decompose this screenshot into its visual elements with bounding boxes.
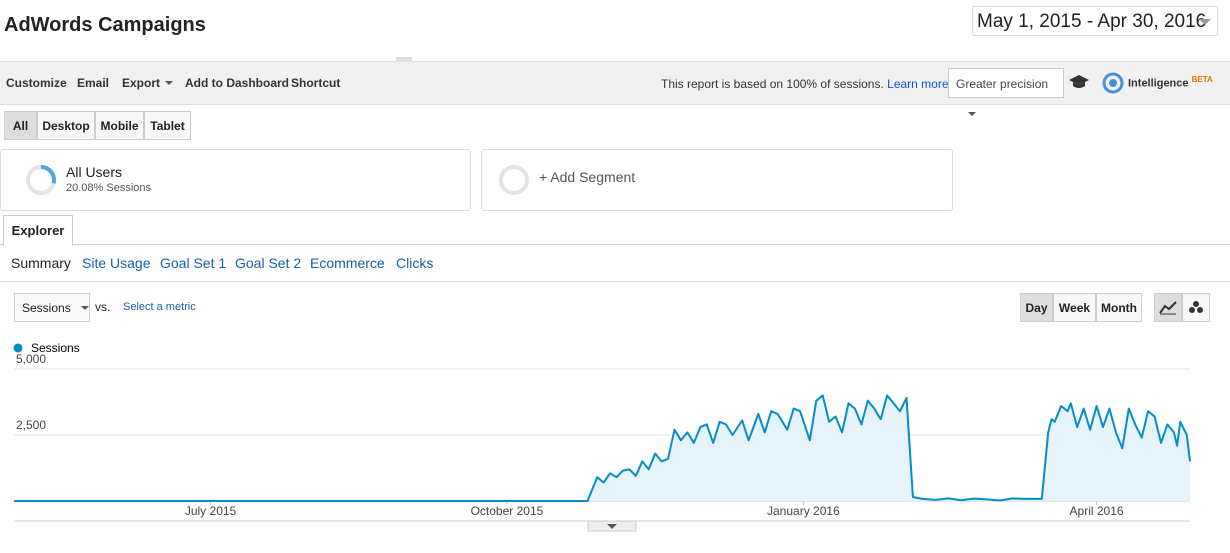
x-tick-label: October 2015 xyxy=(471,504,544,518)
explorer-tab[interactable]: Explorer xyxy=(3,215,73,246)
segment-donut xyxy=(499,165,529,195)
metric-select[interactable]: Sessions xyxy=(14,293,90,322)
rule xyxy=(0,281,1230,282)
motion-chart-toggle[interactable] xyxy=(1182,293,1210,322)
precision-label: Greater precision xyxy=(956,77,1049,91)
device-tab[interactable]: All xyxy=(4,111,37,140)
sub-tab[interactable]: Goal Set 1 xyxy=(160,255,227,271)
date-range[interactable]: May 1, 2015 - Apr 30, 2016 xyxy=(972,6,1218,36)
x-tick-label: July 2015 xyxy=(185,504,237,518)
toolbar-item[interactable]: Export xyxy=(122,76,174,90)
legend-swatch xyxy=(13,343,23,353)
y-tick-label: 2,500 xyxy=(16,418,46,432)
series-area xyxy=(14,395,1190,501)
report-title: AdWords Campaigns xyxy=(4,14,206,36)
toolbar-item[interactable]: Add to Dashboard xyxy=(185,76,289,90)
legend-label: Sessions xyxy=(31,341,80,355)
line-chart-toggle[interactable] xyxy=(1154,293,1182,322)
select-metric[interactable]: Select a metric xyxy=(123,301,196,313)
toolbar-item[interactable]: Export xyxy=(122,76,161,90)
sub-tab[interactable]: Goal Set 2 xyxy=(235,255,302,271)
sub-tab[interactable]: Site Usage xyxy=(82,255,151,271)
segment-name: All Users xyxy=(66,164,123,180)
sampling-note: This report is based on 100% of sessions… xyxy=(661,77,949,91)
sub-tab[interactable]: Ecommerce xyxy=(310,255,385,271)
learn-more[interactable]: Learn more xyxy=(887,77,949,91)
intelligence-label[interactable]: Intelligence xyxy=(1128,77,1189,90)
toolbar-item[interactable]: Shortcut xyxy=(291,76,341,90)
device-tab[interactable]: Tablet xyxy=(144,111,191,140)
sub-tab[interactable]: Summary xyxy=(11,255,71,271)
chart: Sessions 2,500 5,000 July 2015 October 2015 J… xyxy=(13,341,1191,532)
x-tick-label: April 2016 xyxy=(1070,504,1124,518)
sampling-note-text: This report is based on 100% of sessions… xyxy=(661,77,884,91)
add-segment[interactable]: + Add Segment xyxy=(539,169,636,185)
precision-select[interactable]: Greater precision xyxy=(948,68,1064,116)
sub-tab[interactable]: Clicks xyxy=(396,255,434,271)
granularity-button[interactable]: Month xyxy=(1096,293,1142,322)
x-tick-label: January 2016 xyxy=(767,504,840,518)
metric-label: Sessions xyxy=(22,301,71,315)
segment-donut xyxy=(26,165,56,195)
handle xyxy=(396,57,412,61)
device-tab[interactable]: Desktop xyxy=(37,111,95,140)
vs-label: vs. xyxy=(95,300,111,314)
toolbar-item[interactable]: Customize xyxy=(6,76,67,90)
segment-detail: 20.08% Sessions xyxy=(66,182,151,194)
toolbar-item[interactable]: Email xyxy=(77,76,110,90)
tab-rule xyxy=(0,244,1230,245)
toolbar: Customize Email Export Add to Dashboard … xyxy=(0,61,1230,116)
expand-arrow xyxy=(607,524,617,529)
granularity-button[interactable]: Week xyxy=(1053,293,1096,322)
intelligence-icon[interactable] xyxy=(1102,72,1124,94)
intelligence[interactable]: Intelligence BETA xyxy=(1128,75,1213,90)
segment-card[interactable]: All Users 20.08% Sessions xyxy=(0,149,471,211)
series-line xyxy=(14,394,1191,502)
y-tick-label: 5,000 xyxy=(16,352,46,366)
device-tab[interactable]: Mobile xyxy=(95,111,144,140)
granularity-button[interactable]: Day xyxy=(1020,293,1053,322)
beta-badge: BETA xyxy=(1191,75,1213,84)
segment-card[interactable]: + Add Segment xyxy=(481,149,953,211)
help-icon[interactable] xyxy=(1068,74,1090,90)
